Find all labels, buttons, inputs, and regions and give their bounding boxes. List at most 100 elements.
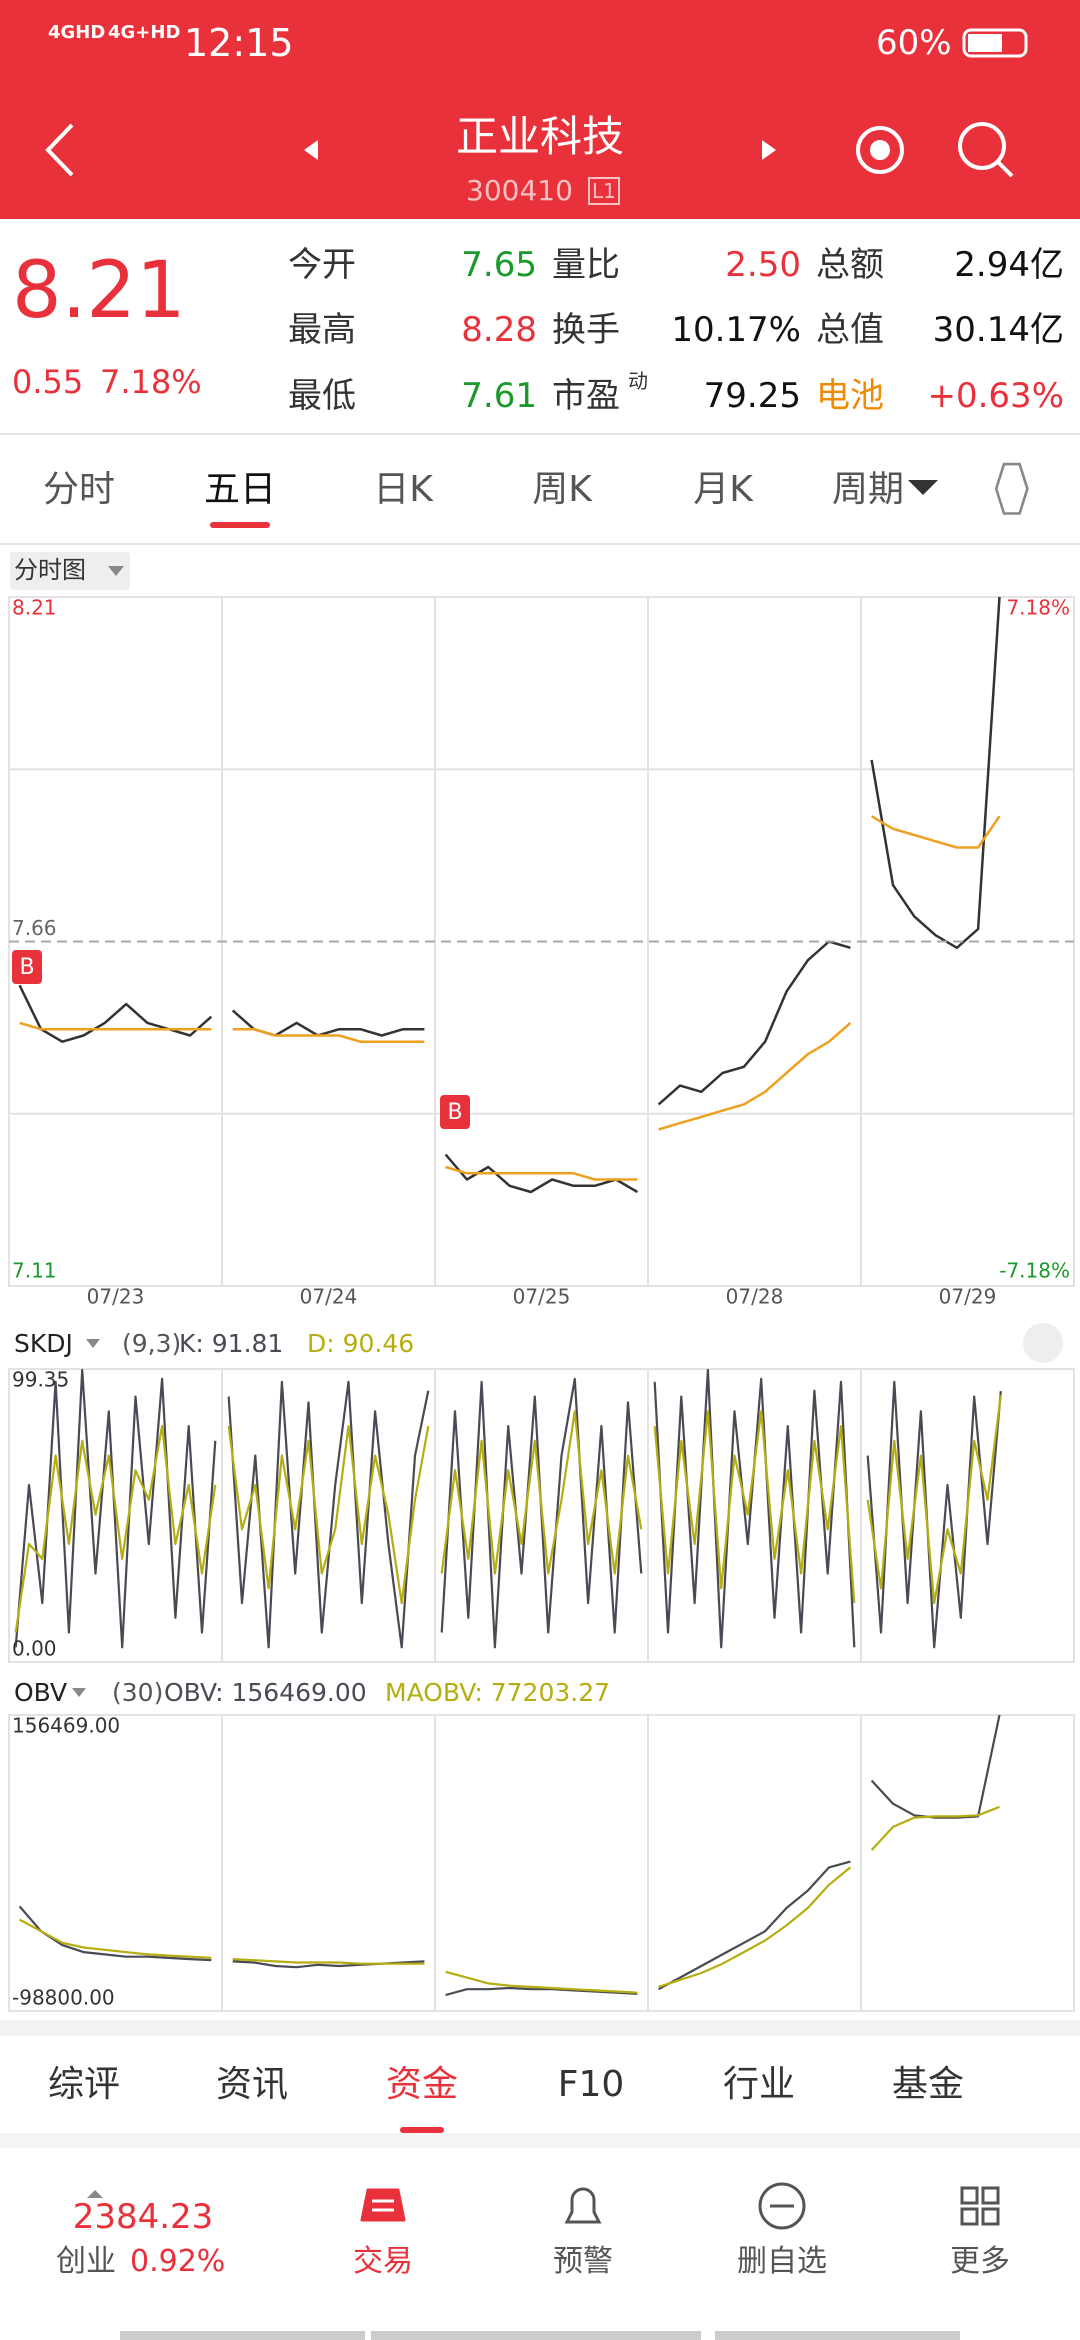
period-tab[interactable]: 月K: [693, 469, 753, 510]
series-line: [658, 1860, 851, 1991]
stat-value: 2.94亿: [954, 245, 1064, 285]
series-line: [657, 940, 851, 1106]
axis-label: 8.21: [12, 596, 57, 620]
stat-value: 2.50: [725, 245, 801, 285]
info-tab[interactable]: 综评: [47, 2064, 120, 2105]
series-line: [227, 1425, 430, 1605]
nav-item[interactable]: 删自选: [737, 2244, 827, 2279]
series-line: [14, 1425, 217, 1633]
d-value: D: 90.46: [307, 1329, 415, 1358]
stat-value: +0.63%: [927, 376, 1065, 416]
stat-label: 量比: [552, 245, 620, 285]
buy-marker: [440, 1095, 470, 1129]
maobv-value: MAOBV: 77203.27: [385, 1678, 611, 1707]
stat-value: 8.28: [461, 310, 537, 350]
series-line: [866, 1395, 1002, 1605]
nav-item[interactable]: 交易: [353, 2244, 413, 2279]
series-line: [19, 1021, 212, 1031]
stat-value: 7.65: [461, 245, 537, 285]
series-line: [19, 1918, 212, 1959]
stat-value: 30.14亿: [932, 310, 1064, 350]
date-label: 07/24: [300, 1285, 358, 1309]
series-line: [870, 596, 1001, 950]
settings-icon[interactable]: [994, 462, 1029, 515]
nav-icons: [360, 2182, 1000, 2230]
series-line: [445, 1970, 638, 1994]
buy-marker-label: B: [19, 955, 34, 980]
info-tab[interactable]: 基金: [891, 2064, 964, 2105]
stat-value: 79.25: [703, 376, 801, 416]
series-line: [232, 1027, 425, 1043]
stat-label: 电池: [816, 376, 884, 416]
pct-label: -7.18%: [999, 1259, 1070, 1283]
period-tab[interactable]: 周K: [532, 469, 592, 510]
info-tab[interactable]: F10: [557, 2064, 625, 2105]
network: 4GHD: [48, 22, 106, 43]
stock-code: 300410: [466, 174, 573, 207]
dropdown: [108, 566, 124, 576]
stat-label: 总额: [816, 245, 884, 285]
period-tab[interactable]: 五日: [203, 469, 276, 510]
indicator-name[interactable]: OBV: [14, 1678, 68, 1707]
info-tab[interactable]: 资讯: [215, 2064, 288, 2105]
series-line: [870, 1805, 1000, 1851]
icons: [45, 28, 1028, 178]
date-label: 07/23: [87, 1285, 145, 1309]
index-name: 创业: [56, 2244, 116, 2279]
series-line: [866, 1380, 1002, 1649]
period-tab[interactable]: 日K: [373, 469, 433, 510]
axis-label: 99.35: [12, 1368, 69, 1392]
stat-value: 7.61: [461, 376, 537, 416]
info-tab[interactable]: 资金: [385, 2064, 458, 2105]
chart-mode-label[interactable]: 分时图: [14, 556, 86, 584]
gesture-bar: [371, 2331, 701, 2340]
gesture-bar: [120, 2331, 365, 2340]
date-label: 07/25: [513, 1285, 571, 1309]
dropdown: [72, 1688, 86, 1697]
mascot-icon[interactable]: [856, 126, 904, 174]
period-tab[interactable]: 周期: [831, 469, 904, 510]
index-value[interactable]: 2384.23: [72, 2197, 214, 2237]
expand-icon[interactable]: [1023, 1323, 1063, 1363]
tab-underline: [210, 522, 270, 528]
axis-label: -98800.00: [12, 1986, 115, 2010]
nav-item[interactable]: 更多: [950, 2244, 1010, 2279]
stat-label: 换手: [552, 310, 620, 350]
stock-title[interactable]: 正业科技: [455, 112, 624, 161]
series-line: [18, 984, 213, 1043]
axis-label: 7.11: [12, 1259, 57, 1283]
gesture-bar: [715, 2331, 960, 2340]
dropdown: [86, 1339, 100, 1348]
tab-underline: [400, 2127, 444, 2133]
axis-label: 0.00: [12, 1637, 57, 1661]
panel-frame: [8, 1368, 1075, 1663]
buy-marker-label: B: [447, 1100, 462, 1125]
battery-text: 60%: [876, 23, 952, 63]
series-line: [440, 1410, 643, 1575]
search-icon[interactable]: [958, 122, 1006, 170]
series-line: [14, 1368, 217, 1649]
axis-label: 7.66: [12, 916, 57, 940]
info-tab[interactable]: 行业: [722, 2064, 795, 2105]
clock: 12:15: [184, 21, 294, 65]
nav-item[interactable]: 预警: [553, 2244, 613, 2279]
price-change-pct: 7.18%: [100, 363, 202, 401]
k-value: K: 91.81: [179, 1329, 284, 1358]
section-gap: [0, 2133, 1080, 2148]
indicator-params: (30): [112, 1678, 164, 1707]
network: 4G+HD: [108, 22, 181, 43]
back-icon[interactable]: [45, 123, 74, 177]
series-line: [658, 1866, 852, 1988]
period-tab[interactable]: 分时: [42, 469, 115, 510]
series-line: [232, 1958, 425, 1965]
next-stock[interactable]: [762, 140, 776, 160]
series-line: [870, 1714, 1001, 1819]
price-change: 0.55: [12, 363, 84, 401]
indicator-name[interactable]: SKDJ: [14, 1329, 73, 1358]
chart-mode[interactable]: [10, 552, 130, 590]
prev-stock[interactable]: [304, 140, 318, 160]
series-line: [18, 1905, 212, 1962]
up-arrow: [87, 2190, 103, 2198]
